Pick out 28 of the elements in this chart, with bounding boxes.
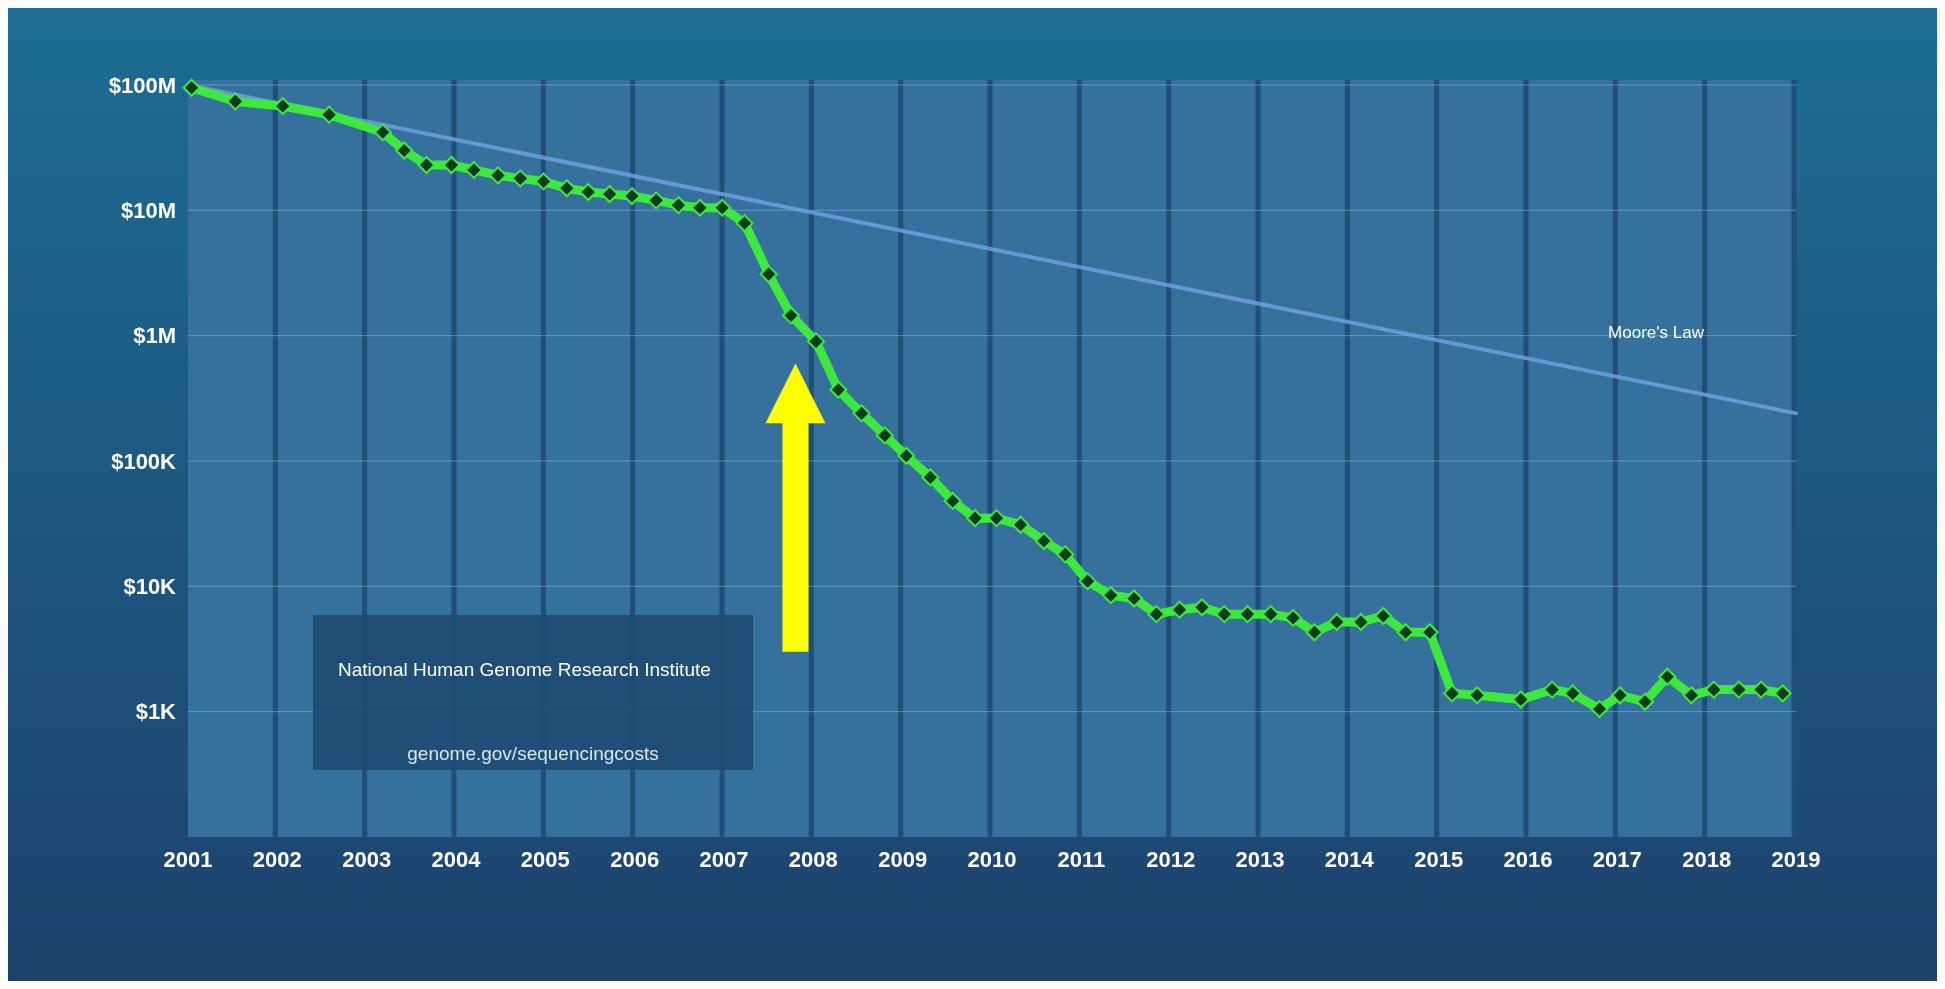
y-tick-label: $10K (123, 574, 177, 600)
x-tick-label: 2006 (610, 847, 660, 872)
x-tick-label: 2014 (1324, 847, 1375, 872)
x-tick-label: 2011 (1057, 847, 1106, 872)
x-tick-label: 2005 (520, 847, 570, 872)
x-tick-label: 2001 (163, 847, 213, 872)
x-tick-label: 2012 (1146, 847, 1196, 872)
x-tick-label: 2018 (1682, 847, 1732, 872)
x-tick-label: 2009 (878, 847, 928, 872)
x-tick-label: 2015 (1414, 847, 1464, 872)
x-tick-label: 2016 (1503, 847, 1553, 872)
y-tick-label: $10M (120, 198, 176, 224)
y-tick-label: $1M (133, 323, 176, 349)
y-tick-label: $100M (108, 72, 176, 98)
y-tick-label: $1K (135, 699, 177, 725)
annotation: National Human Genome Research Institute (338, 659, 711, 680)
x-tick-label: 2007 (699, 847, 749, 872)
x-tick-label: 2010 (967, 847, 1017, 872)
x-tick-label: 2017 (1592, 847, 1642, 872)
y-tick-label: $100K (111, 448, 177, 474)
x-tick-label: 2019 (1771, 847, 1821, 872)
x-tick-label: 2013 (1235, 847, 1285, 872)
series-label: Moore's Law (1608, 323, 1705, 343)
x-tick-label: 2002 (252, 847, 302, 872)
x-tick-label: 2004 (431, 847, 482, 872)
annotation: genome.gov/sequencingcosts (407, 743, 659, 764)
x-tick-label: 2008 (788, 847, 838, 872)
x-tick-label: 2003 (342, 847, 392, 872)
